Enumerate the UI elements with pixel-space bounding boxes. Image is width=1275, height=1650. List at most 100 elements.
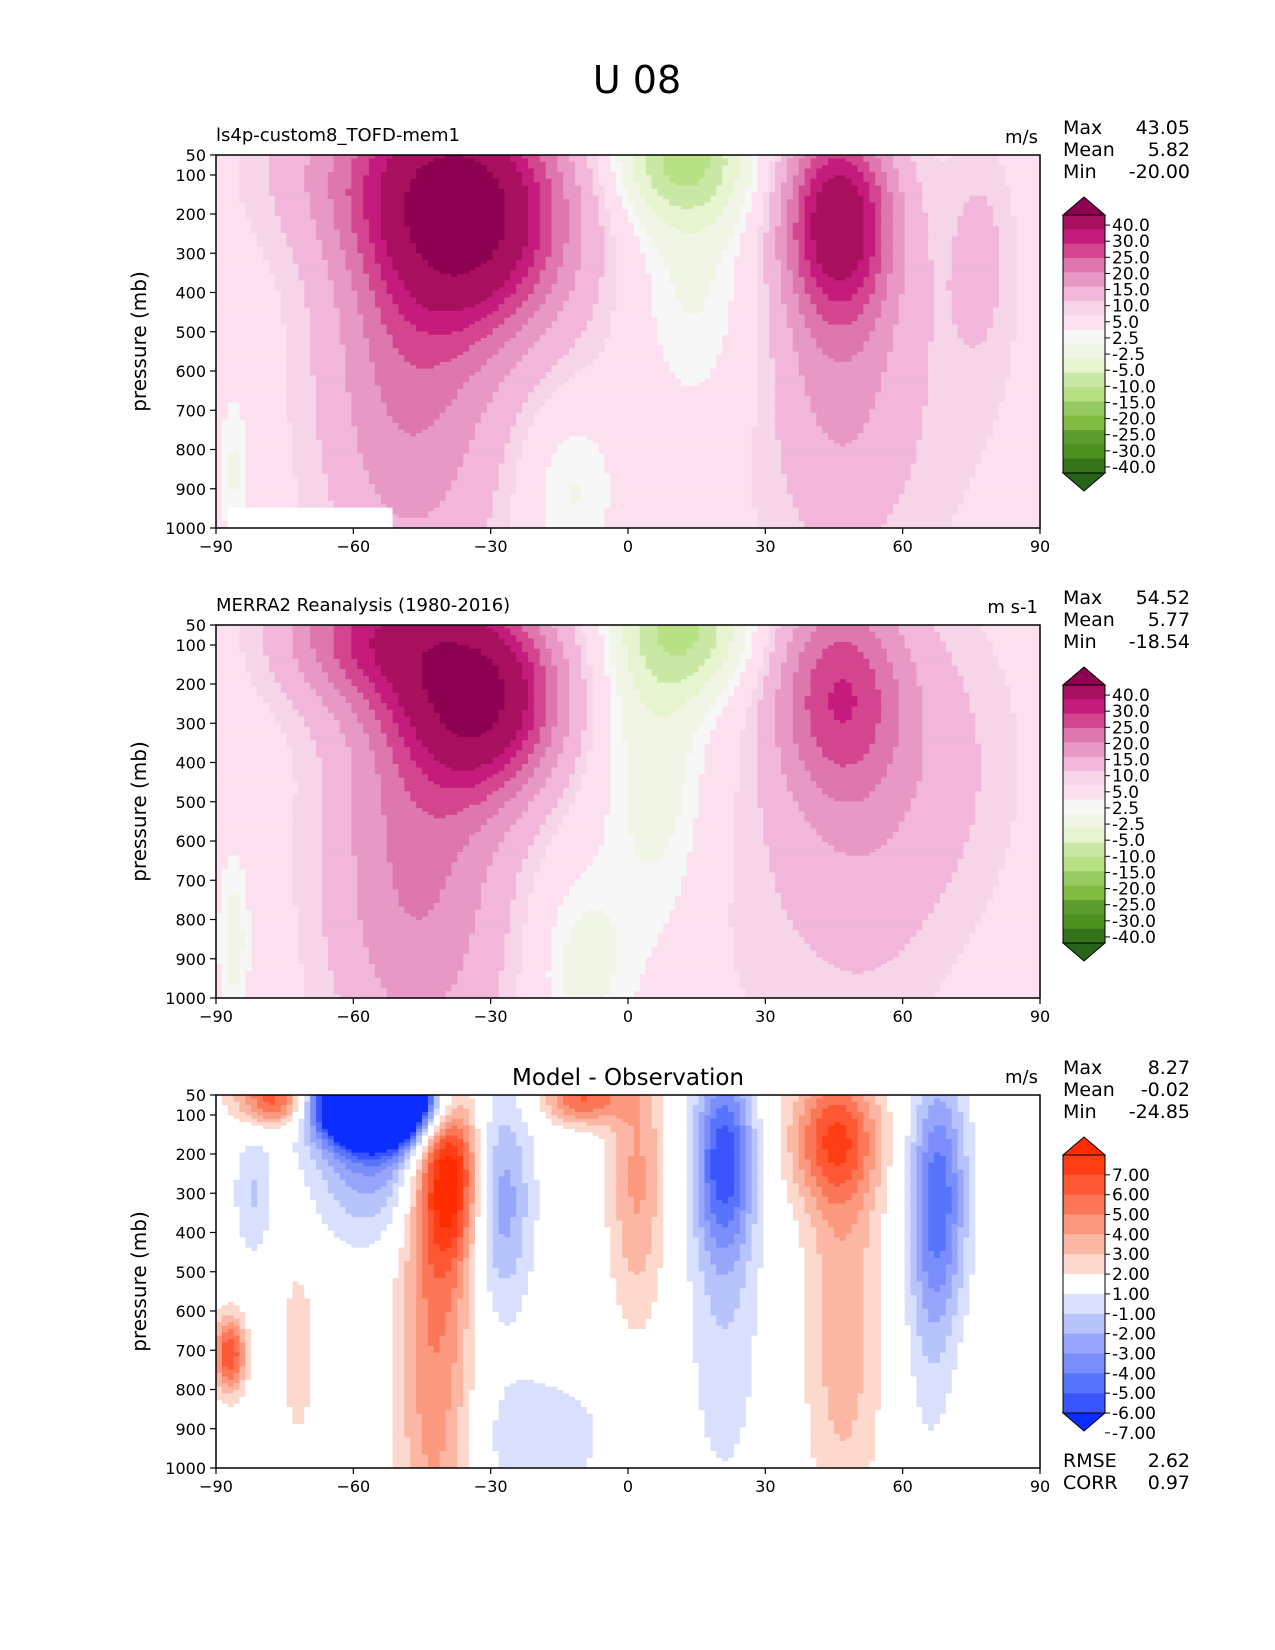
- xtick-label: 60: [892, 1007, 912, 1026]
- colorbar-band: [1063, 1293, 1105, 1315]
- ytick-label: 600: [175, 362, 206, 381]
- ytick-label: 400: [175, 284, 206, 303]
- colorbar-band: [1063, 1353, 1105, 1374]
- ytick-label: 700: [175, 1341, 206, 1360]
- colorbar-band: [1063, 871, 1105, 887]
- colorbar-1: 40.030.025.020.015.010.05.02.5-2.5-5.0-1…: [1061, 196, 1156, 492]
- panel-title-1: ls4p-custom8_TOFD-mem1: [216, 125, 460, 146]
- field-1: [216, 155, 1041, 529]
- colorbar-label: 20.0: [1112, 734, 1150, 754]
- colorbar-band: [1063, 785, 1105, 801]
- xtick-label: −30: [474, 1477, 508, 1496]
- stat-label: Min: [1063, 161, 1097, 183]
- colorbar-band: [1063, 1254, 1105, 1275]
- colorbar-band: [1063, 387, 1105, 402]
- stat-label: Min: [1063, 1101, 1097, 1123]
- colorbar-band: [1063, 900, 1105, 915]
- ytick-label: 400: [175, 1224, 206, 1243]
- stat-label: Max: [1063, 587, 1102, 609]
- colorbar-label: 10.0: [1112, 297, 1150, 317]
- colorbar-band: [1063, 842, 1105, 858]
- colorbar-band: [1063, 1234, 1105, 1255]
- colorbar-label: 5.0: [1112, 783, 1139, 803]
- colorbar-band: [1063, 799, 1105, 815]
- colorbar-band: [1063, 372, 1105, 388]
- colorbar-band: [1063, 699, 1105, 715]
- colorbar-band: [1063, 229, 1105, 245]
- colorbar-band: [1063, 301, 1105, 316]
- colorbar-extend-top: [1061, 196, 1107, 216]
- colorbar-frame: [1062, 214, 1106, 474]
- xtick-label: 30: [755, 1007, 775, 1026]
- colorbar-band: [1063, 358, 1105, 374]
- xtick-label: 60: [892, 537, 912, 556]
- colorbar-band: [1063, 814, 1105, 829]
- panel-units-2: m s-1: [987, 597, 1038, 618]
- colorbar-label: -5.00: [1112, 1384, 1156, 1404]
- colorbar-label: -25.0: [1112, 896, 1156, 916]
- colorbar-label: 15.0: [1112, 751, 1150, 771]
- xtick-label: −90: [199, 537, 233, 556]
- colorbar-extend-bottom: [1061, 942, 1107, 962]
- colorbar-band: [1063, 315, 1105, 331]
- colorbar-extend-top: [1061, 1136, 1107, 1156]
- colorbar-label: 4.00: [1112, 1225, 1150, 1245]
- colorbar-label: 40.0: [1112, 686, 1150, 706]
- stat-label: Mean: [1063, 609, 1115, 631]
- xtick-label: −60: [336, 537, 370, 556]
- xtick-label: 0: [623, 1007, 633, 1026]
- colorbar-band: [1063, 885, 1105, 901]
- colorbar-band: [1063, 828, 1105, 844]
- colorbar-band: [1063, 415, 1105, 431]
- colorbar-band: [1063, 1393, 1105, 1414]
- colorbar-extend-bottom: [1061, 472, 1107, 492]
- colorbar-band: [1063, 1333, 1105, 1354]
- colorbar-label: -20.0: [1112, 410, 1156, 430]
- ylabel-1: pressure (mb): [127, 271, 151, 412]
- colorbar-label: -20.0: [1112, 880, 1156, 900]
- colorbar-label: -40.0: [1112, 928, 1156, 948]
- colorbar-label: 15.0: [1112, 281, 1150, 301]
- ytick-label: 1000: [165, 519, 206, 538]
- colorbar-band: [1063, 329, 1105, 345]
- ytick-label: 700: [175, 401, 206, 420]
- xtick-label: 60: [892, 1477, 912, 1496]
- colorbar-label: -3.00: [1112, 1344, 1156, 1364]
- colorbar-label: -2.00: [1112, 1325, 1156, 1345]
- colorbar-label: 10.0: [1112, 767, 1150, 787]
- colorbar-label: 5.00: [1112, 1206, 1150, 1226]
- stat-value: -24.85: [1129, 1101, 1190, 1123]
- colorbar-label: -30.0: [1112, 912, 1156, 932]
- ytick-label: 100: [175, 166, 206, 185]
- colorbar-label: 6.00: [1112, 1186, 1150, 1206]
- colorbar-3: 7.006.005.004.003.002.001.00-1.00-2.00-3…: [1061, 1136, 1156, 1444]
- colorbar-frame: [1062, 1154, 1106, 1414]
- colorbar-label: 5.0: [1112, 313, 1139, 333]
- colorbar-band: [1063, 1155, 1105, 1176]
- ytick-label: 1000: [165, 989, 206, 1008]
- colorbar-label: 1.00: [1112, 1285, 1150, 1305]
- xtick-label: 90: [1030, 1007, 1050, 1026]
- ytick-label: 300: [175, 714, 206, 733]
- colorbar-band: [1063, 258, 1105, 273]
- xtick-label: 30: [755, 537, 775, 556]
- colorbar-band: [1063, 742, 1105, 758]
- colorbar-label: 2.5: [1112, 329, 1139, 349]
- ytick-label: 100: [175, 636, 206, 655]
- xtick-label: 90: [1030, 1477, 1050, 1496]
- colorbar-band: [1063, 1373, 1105, 1394]
- xtick-label: 30: [755, 1477, 775, 1496]
- colorbar-band: [1063, 857, 1105, 872]
- xtick-label: 0: [623, 1477, 633, 1496]
- colorbar-extend-top: [1061, 666, 1107, 686]
- colorbar-band: [1063, 286, 1105, 302]
- ytick-label: 100: [175, 1106, 206, 1125]
- xtick-label: −60: [336, 1007, 370, 1026]
- colorbar-band: [1063, 1274, 1105, 1295]
- colorbar-label: -10.0: [1112, 847, 1156, 867]
- xtick-label: −90: [199, 1477, 233, 1496]
- colorbar-label: 40.0: [1112, 216, 1150, 236]
- field-2: [216, 625, 1041, 999]
